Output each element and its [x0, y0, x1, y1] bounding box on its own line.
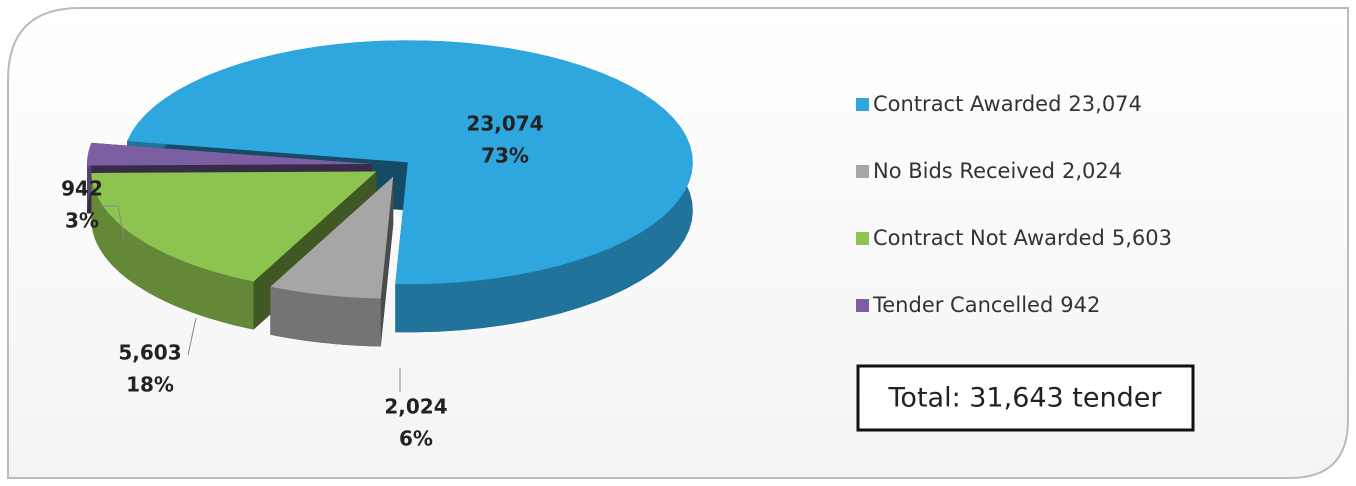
- percent-label: 18%: [126, 373, 174, 397]
- legend-name: No Bids Received: [873, 159, 1055, 183]
- slice-top: [127, 40, 693, 285]
- percent-label: 3%: [65, 209, 99, 233]
- slice-top: [270, 176, 394, 299]
- legend-value: 5,603: [1112, 226, 1172, 250]
- percent-label: 6%: [399, 427, 433, 451]
- data-label: 942: [61, 177, 103, 201]
- data-label: 5,603: [118, 341, 181, 365]
- legend: Contract Awarded 23,074 No Bids Received 2,…: [856, 92, 1172, 317]
- legend-value: 2,024: [1062, 159, 1122, 183]
- slice-top: [87, 142, 373, 166]
- legend-entry: Tender Cancelled 942: [872, 293, 1100, 317]
- legend-swatch: [856, 98, 869, 111]
- leader-line: [117, 205, 125, 239]
- legend-entry: Contract Awarded 23,074: [873, 92, 1142, 116]
- data-label: 2,024: [384, 395, 447, 419]
- legend-name: Tender Cancelled: [872, 293, 1053, 317]
- slice-top: [91, 171, 377, 282]
- legend-value: 23,074: [1068, 92, 1141, 116]
- legend-value: 942: [1060, 293, 1100, 317]
- legend-swatch: [856, 165, 869, 178]
- legend-entry: No Bids Received 2,024: [873, 159, 1122, 183]
- leader-line: [187, 317, 197, 356]
- annotation: Total: 31,643 tender: [888, 383, 1163, 414]
- legend-entry: Contract Not Awarded 5,603: [873, 226, 1172, 250]
- data-label: 23,074: [466, 112, 543, 136]
- percent-label: 73%: [481, 144, 529, 168]
- legend-swatch: [856, 232, 869, 245]
- legend-name: Contract Not Awarded: [873, 226, 1105, 250]
- slice-wall: [270, 286, 381, 347]
- slice-wall: [91, 172, 254, 330]
- pie: [87, 40, 693, 347]
- legend-name: Contract Awarded: [873, 92, 1061, 116]
- total-box: [856, 364, 1195, 432]
- legend-swatch: [856, 299, 869, 312]
